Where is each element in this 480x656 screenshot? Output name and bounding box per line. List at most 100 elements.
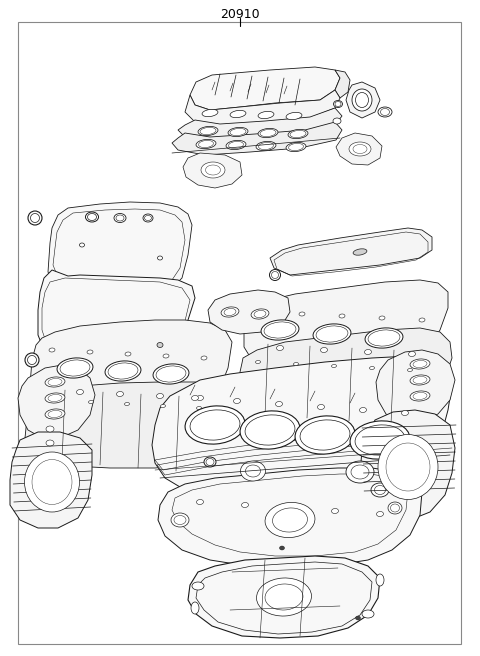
Ellipse shape [258,112,274,119]
Ellipse shape [230,110,246,117]
Ellipse shape [114,213,126,222]
Polygon shape [10,432,92,528]
Polygon shape [178,108,342,140]
Ellipse shape [276,401,283,407]
Ellipse shape [391,504,399,512]
Ellipse shape [300,420,350,450]
Ellipse shape [196,499,204,504]
Polygon shape [158,468,422,568]
Ellipse shape [332,508,338,514]
Ellipse shape [156,366,186,382]
Ellipse shape [85,212,98,222]
Ellipse shape [256,578,312,616]
Polygon shape [334,452,384,492]
Ellipse shape [360,407,367,413]
Ellipse shape [108,363,138,379]
Ellipse shape [413,392,427,400]
Ellipse shape [185,406,245,444]
Ellipse shape [365,328,403,348]
Ellipse shape [349,142,371,156]
Ellipse shape [192,582,204,590]
Ellipse shape [299,312,305,316]
Ellipse shape [286,112,302,119]
Ellipse shape [24,452,80,512]
Ellipse shape [355,425,405,455]
Ellipse shape [202,110,218,117]
Polygon shape [18,365,95,438]
Ellipse shape [388,502,402,514]
Ellipse shape [46,412,54,418]
Ellipse shape [215,419,235,437]
Ellipse shape [245,415,295,445]
Ellipse shape [317,405,324,409]
Ellipse shape [48,411,62,417]
Ellipse shape [293,363,299,365]
Ellipse shape [105,361,141,381]
Ellipse shape [376,574,384,586]
Ellipse shape [339,314,345,318]
Ellipse shape [143,214,153,222]
Ellipse shape [200,127,216,134]
Ellipse shape [269,270,280,281]
Ellipse shape [45,409,65,419]
Ellipse shape [163,354,169,358]
Ellipse shape [368,330,400,346]
Ellipse shape [199,140,214,148]
Ellipse shape [356,616,360,620]
Polygon shape [190,67,340,110]
Ellipse shape [27,356,36,365]
Ellipse shape [381,108,389,115]
Ellipse shape [204,457,216,467]
Ellipse shape [157,256,163,260]
Ellipse shape [255,361,261,363]
Ellipse shape [32,459,72,504]
Ellipse shape [265,502,315,537]
Ellipse shape [370,367,374,369]
Ellipse shape [256,142,276,151]
Ellipse shape [374,485,385,495]
Polygon shape [360,410,455,520]
Ellipse shape [52,398,58,401]
Ellipse shape [45,377,65,387]
Ellipse shape [351,465,369,479]
Polygon shape [183,153,242,188]
Ellipse shape [378,107,392,117]
Ellipse shape [265,584,303,610]
Ellipse shape [205,165,220,175]
Text: 20910: 20910 [220,7,260,20]
Ellipse shape [241,502,249,508]
Polygon shape [270,228,432,275]
Ellipse shape [156,394,164,398]
Ellipse shape [346,461,374,483]
Ellipse shape [287,506,293,510]
Ellipse shape [196,407,202,409]
Ellipse shape [80,243,84,247]
Ellipse shape [88,401,94,403]
Ellipse shape [240,461,265,481]
Ellipse shape [153,364,189,384]
Ellipse shape [290,131,306,138]
Ellipse shape [230,129,246,136]
Ellipse shape [57,358,93,378]
Polygon shape [48,202,192,298]
Ellipse shape [410,359,430,369]
Ellipse shape [233,398,240,403]
Ellipse shape [49,348,55,352]
Ellipse shape [45,393,65,403]
Ellipse shape [117,392,123,396]
Ellipse shape [201,356,207,360]
Polygon shape [185,394,265,458]
Ellipse shape [288,144,303,151]
Ellipse shape [353,144,367,154]
Ellipse shape [356,92,369,108]
Ellipse shape [228,142,243,148]
Polygon shape [172,122,342,155]
Ellipse shape [419,318,425,322]
Ellipse shape [408,352,416,356]
Ellipse shape [286,142,306,152]
Ellipse shape [191,602,199,614]
Polygon shape [25,382,235,468]
Ellipse shape [245,465,261,477]
Ellipse shape [413,377,427,384]
Ellipse shape [279,546,285,550]
